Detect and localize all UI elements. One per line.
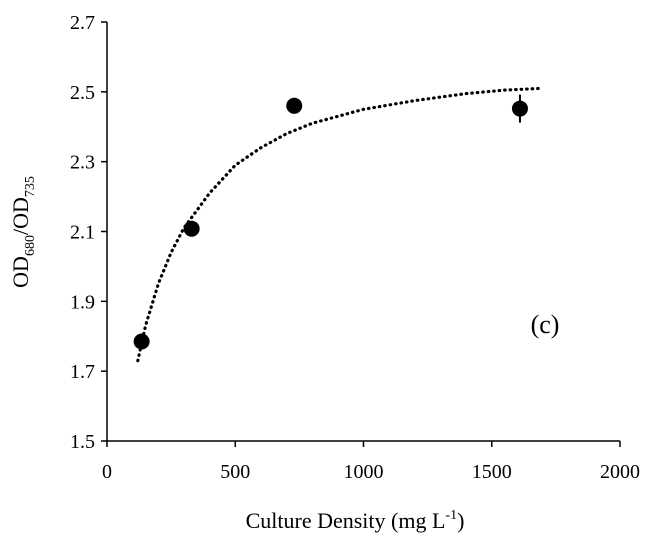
trendline <box>136 86 545 363</box>
y-axis-title-od1: OD <box>8 256 33 288</box>
y-tick-label: 2.3 <box>70 152 95 174</box>
x-tick-label: 2000 <box>600 461 640 483</box>
axes <box>106 22 620 442</box>
y-tick-label: 2.5 <box>70 82 95 104</box>
y-tick-label: 1.9 <box>70 291 95 313</box>
y-axis-title-od2: /OD <box>8 197 33 235</box>
x-tick-label: 0 <box>102 461 112 483</box>
x-tick-label: 1000 <box>344 461 384 483</box>
y-axis-title-sub1: 680 <box>23 235 38 256</box>
y-tick-label: 2.1 <box>70 222 95 244</box>
data-point <box>183 220 200 237</box>
data-point <box>511 100 528 117</box>
data-point <box>133 333 150 350</box>
x-tick-label: 500 <box>220 461 250 483</box>
panel-label: (c) <box>531 310 560 339</box>
trendline-group <box>136 86 545 363</box>
y-tick-label: 2.7 <box>70 12 95 34</box>
x-axis-title-sup: -1 <box>445 508 457 523</box>
y-axis-title-sub2: 735 <box>23 176 38 197</box>
data-points <box>133 94 528 350</box>
x-ticks: 0 500 1000 1500 2000 <box>102 441 640 483</box>
x-tick-label: 1500 <box>472 461 512 483</box>
x-axis-title: Culture Density (mg L-1) <box>246 508 465 533</box>
y-ticks: 1.5 1.7 1.9 2.1 2.3 2.5 2.7 <box>70 12 107 453</box>
y-axis-title: OD680/OD735 <box>8 176 38 288</box>
y-tick-label: 1.7 <box>70 361 95 383</box>
x-axis-title-main: Culture Density (mg L <box>246 508 446 533</box>
data-point <box>286 97 303 114</box>
y-tick-label: 1.5 <box>70 431 95 453</box>
x-axis-title-tail: ) <box>457 508 464 533</box>
